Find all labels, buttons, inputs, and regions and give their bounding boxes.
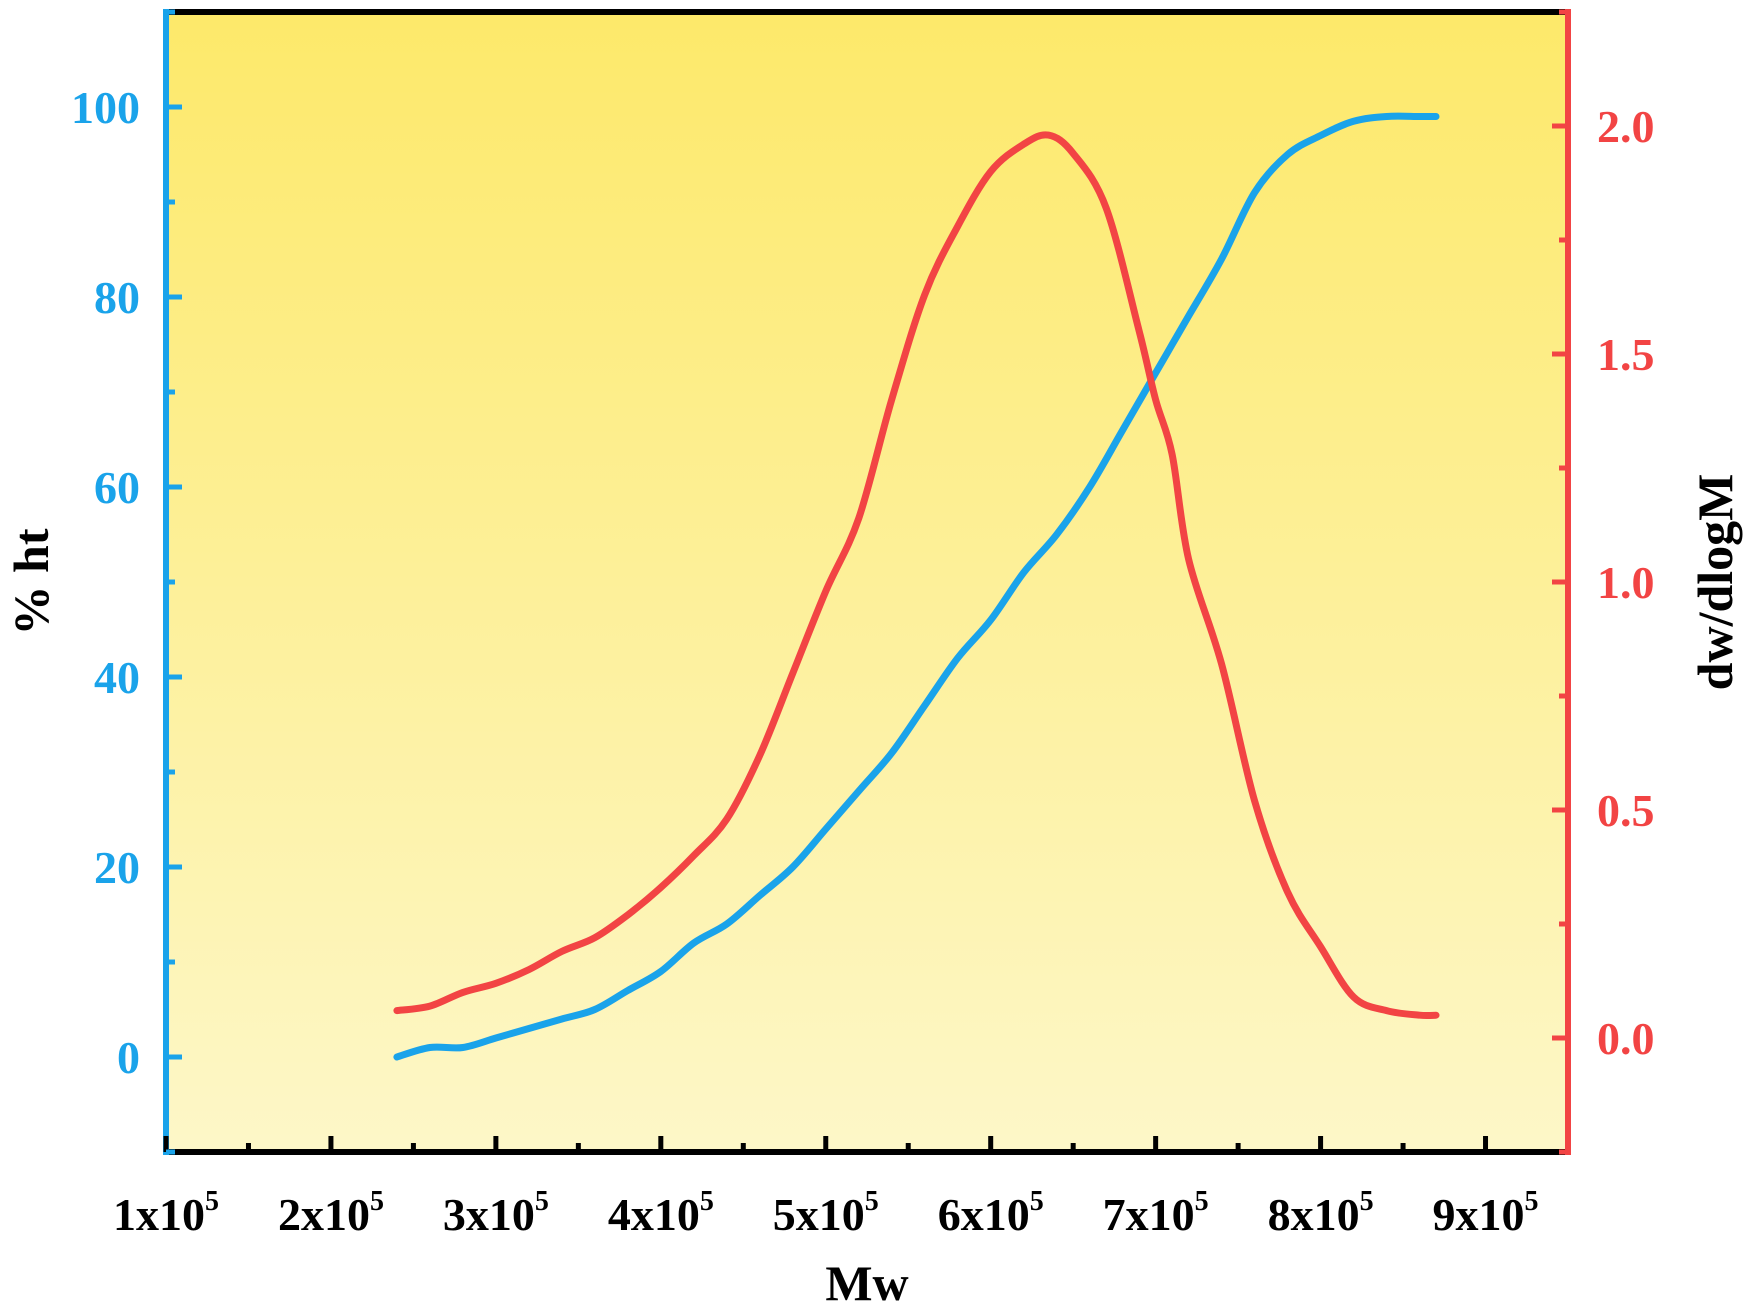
- right-y-tick-label: 1.0: [1597, 557, 1655, 608]
- right-y-axis-title: dw/dlogM: [1687, 474, 1743, 691]
- dw-dlogm-line: [393, 131, 1440, 1020]
- x-tick-label: 6x105: [938, 1186, 1044, 1240]
- left-y-tick-label: 60: [94, 462, 140, 513]
- left-y-tick-label: 40: [94, 652, 140, 703]
- plot-area: [166, 12, 1568, 1152]
- right-y-tick-label: 0.5: [1597, 785, 1655, 836]
- left-y-tick-label: 20: [94, 842, 140, 893]
- left-y-tick-label: 100: [71, 82, 140, 133]
- x-tick-label: 9x105: [1433, 1186, 1539, 1240]
- left-y-tick-label: 0: [117, 1032, 140, 1083]
- right-y-tick-label: 0.0: [1597, 1013, 1655, 1064]
- x-tick-label: 4x105: [608, 1186, 714, 1240]
- x-tick-label: 7x105: [1103, 1186, 1209, 1240]
- x-axis-title: Mw: [825, 1255, 908, 1311]
- right-y-tick-label: 1.5: [1597, 329, 1655, 380]
- left-y-axis-title: % ht: [3, 528, 59, 635]
- x-tick-label: 5x105: [773, 1186, 879, 1240]
- x-tick-label: 1x105: [113, 1186, 219, 1240]
- right-y-tick-label: 2.0: [1597, 101, 1655, 152]
- percent-ht-line: [393, 112, 1440, 1061]
- x-tick-label: 2x105: [278, 1186, 384, 1240]
- x-tick-label: 8x105: [1268, 1186, 1374, 1240]
- left-y-tick-label: 80: [94, 272, 140, 323]
- x-tick-label: 3x105: [443, 1186, 549, 1240]
